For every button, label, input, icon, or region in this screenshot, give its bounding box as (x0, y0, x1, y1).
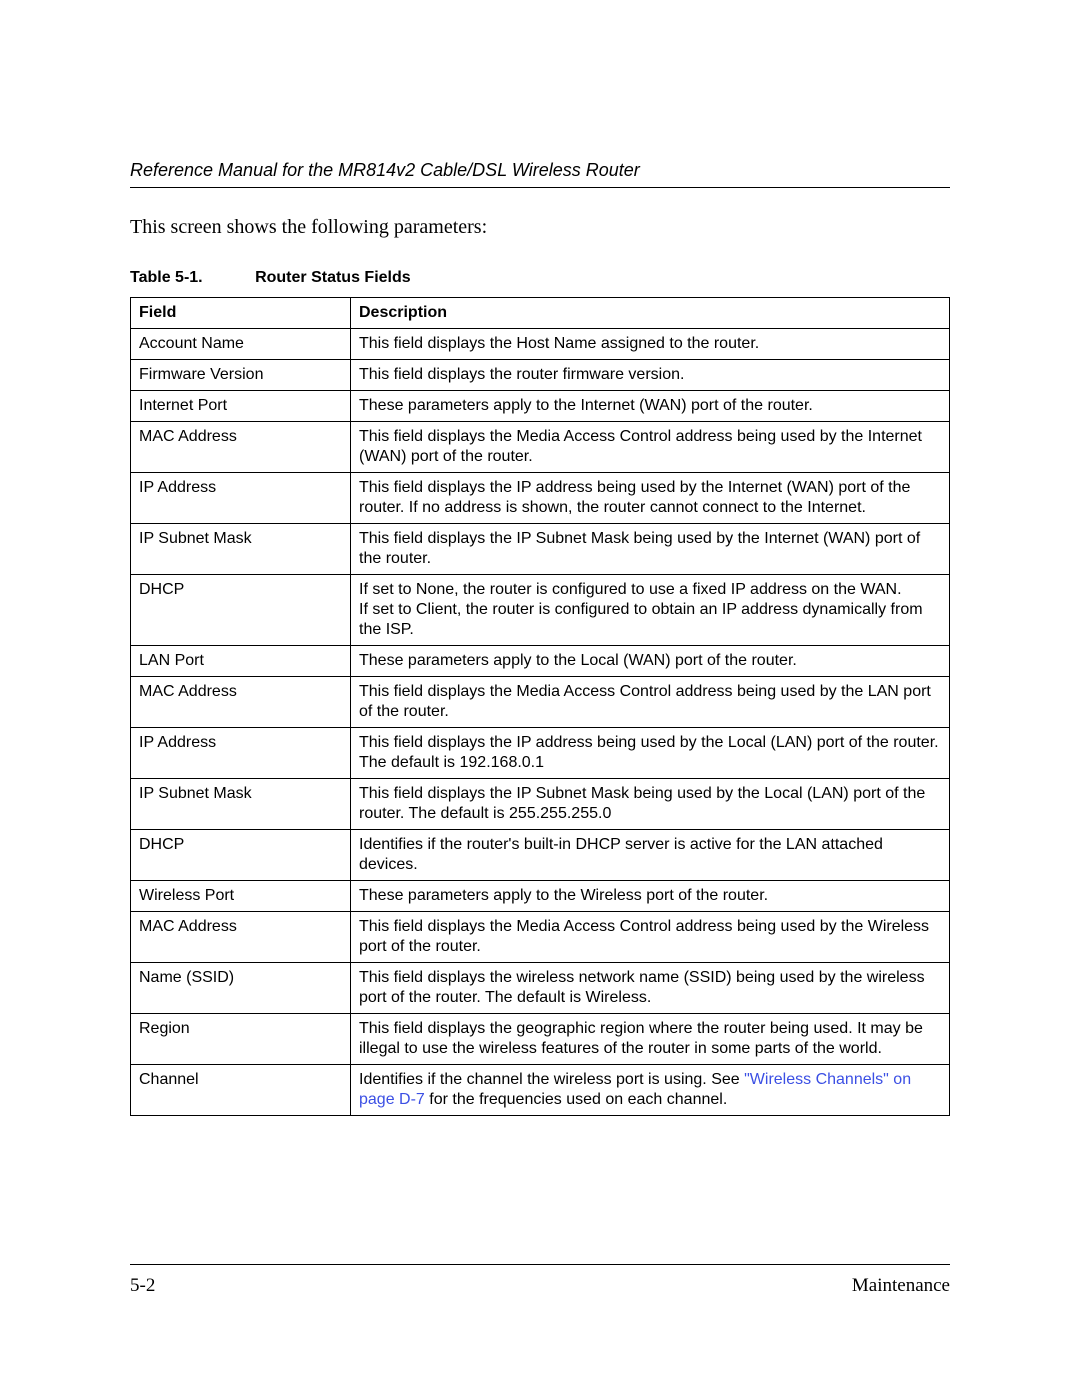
table-title: Router Status Fields (255, 269, 411, 286)
field-cell: Account Name (131, 329, 351, 360)
field-cell: DHCP (131, 575, 351, 646)
description-cell: This field displays the Media Access Con… (351, 912, 950, 963)
description-cell: These parameters apply to the Wireless p… (351, 881, 950, 912)
field-cell: IP Subnet Mask (131, 779, 351, 830)
table-row: IP Subnet MaskThis field displays the IP… (131, 779, 950, 830)
description-cell: If set to None, the router is configured… (351, 575, 950, 646)
description-cell: This field displays the IP address being… (351, 728, 950, 779)
description-cell: This field displays the wireless network… (351, 963, 950, 1014)
table-row: IP AddressThis field displays the IP add… (131, 473, 950, 524)
router-status-table: Field Description Account NameThis field… (130, 297, 950, 1116)
field-cell: MAC Address (131, 422, 351, 473)
field-cell: Firmware Version (131, 360, 351, 391)
field-cell: Wireless Port (131, 881, 351, 912)
running-header: Reference Manual for the MR814v2 Cable/D… (130, 160, 950, 188)
table-row: Wireless PortThese parameters apply to t… (131, 881, 950, 912)
table-row: Name (SSID)This field displays the wirel… (131, 963, 950, 1014)
table-row: DHCPIf set to None, the router is config… (131, 575, 950, 646)
field-cell: MAC Address (131, 677, 351, 728)
table-row: MAC AddressThis field displays the Media… (131, 912, 950, 963)
field-cell: LAN Port (131, 646, 351, 677)
table-row: Firmware VersionThis field displays the … (131, 360, 950, 391)
description-cell: This field displays the Host Name assign… (351, 329, 950, 360)
table-header-row: Field Description (131, 298, 950, 329)
description-cell: This field displays the geographic regio… (351, 1014, 950, 1065)
table-row: ChannelIdentifies if the channel the wir… (131, 1065, 950, 1116)
description-cell: This field displays the IP Subnet Mask b… (351, 779, 950, 830)
description-cell: Identifies if the channel the wireless p… (351, 1065, 950, 1116)
field-cell: Region (131, 1014, 351, 1065)
page-number: 5-2 (130, 1275, 155, 1297)
field-cell: Internet Port (131, 391, 351, 422)
intro-paragraph: This screen shows the following paramete… (130, 216, 950, 239)
table-row: MAC AddressThis field displays the Media… (131, 677, 950, 728)
field-cell: Name (SSID) (131, 963, 351, 1014)
description-cell: These parameters apply to the Internet (… (351, 391, 950, 422)
description-cell: This field displays the IP address being… (351, 473, 950, 524)
description-cell: These parameters apply to the Local (WAN… (351, 646, 950, 677)
description-cell: This field displays the router firmware … (351, 360, 950, 391)
section-name: Maintenance (852, 1275, 950, 1297)
field-cell: DHCP (131, 830, 351, 881)
page-footer: 5-2 Maintenance (130, 1264, 950, 1297)
field-cell: IP Subnet Mask (131, 524, 351, 575)
table-row: Account NameThis field displays the Host… (131, 329, 950, 360)
field-cell: IP Address (131, 728, 351, 779)
document-page: Reference Manual for the MR814v2 Cable/D… (0, 0, 1080, 1397)
table-row: LAN PortThese parameters apply to the Lo… (131, 646, 950, 677)
cross-reference-link[interactable]: "Wireless Channels" on page D-7 (359, 1071, 911, 1108)
table-caption: Table 5-1. Router Status Fields (130, 269, 950, 287)
description-cell: This field displays the Media Access Con… (351, 677, 950, 728)
field-cell: Channel (131, 1065, 351, 1116)
table-row: IP AddressThis field displays the IP add… (131, 728, 950, 779)
col-header-description: Description (351, 298, 950, 329)
table-row: DHCPIdentifies if the router's built-in … (131, 830, 950, 881)
table-row: IP Subnet MaskThis field displays the IP… (131, 524, 950, 575)
table-number: Table 5-1. (130, 269, 203, 287)
description-cell: This field displays the IP Subnet Mask b… (351, 524, 950, 575)
field-cell: IP Address (131, 473, 351, 524)
description-cell: Identifies if the router's built-in DHCP… (351, 830, 950, 881)
col-header-field: Field (131, 298, 351, 329)
description-cell: This field displays the Media Access Con… (351, 422, 950, 473)
field-cell: MAC Address (131, 912, 351, 963)
table-row: RegionThis field displays the geographic… (131, 1014, 950, 1065)
table-row: Internet PortThese parameters apply to t… (131, 391, 950, 422)
table-row: MAC AddressThis field displays the Media… (131, 422, 950, 473)
